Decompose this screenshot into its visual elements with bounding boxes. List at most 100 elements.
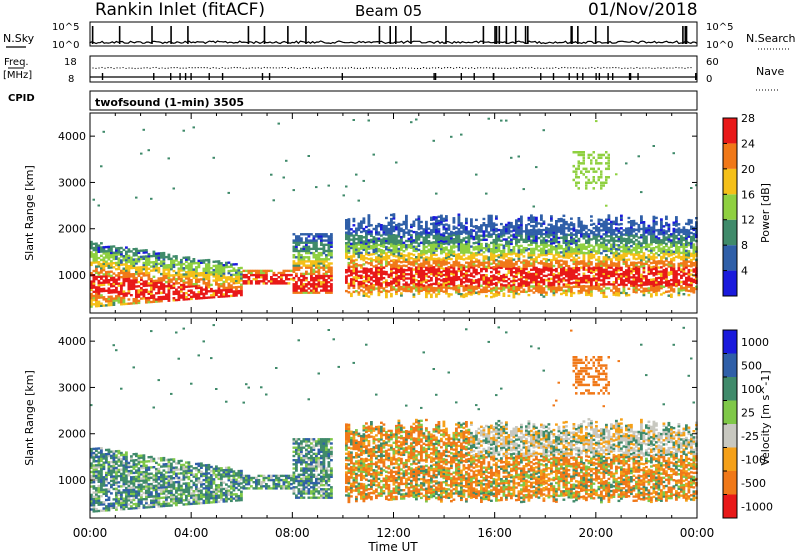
heat-cell [595, 266, 598, 270]
heat-cell [570, 259, 573, 262]
heat-cell [622, 229, 626, 232]
heat-cell [620, 291, 623, 295]
heat-cell [470, 218, 473, 221]
heat-cell [457, 240, 461, 243]
heat-cell [627, 277, 631, 280]
nave-dot [122, 66, 124, 69]
heat-cell [600, 222, 603, 226]
heat-cell [135, 285, 138, 288]
heat-cell [187, 285, 191, 288]
heat-cell [517, 265, 521, 269]
heat-cell [557, 276, 561, 279]
heat-cell [152, 281, 156, 285]
heat-cell [120, 298, 123, 302]
heat-cell [95, 277, 98, 281]
heat-cell [232, 267, 236, 270]
heat-cell [590, 281, 593, 285]
heat-cell [470, 235, 473, 238]
heat-cell [110, 245, 113, 248]
heat-cell [230, 280, 233, 283]
heat-cell [425, 258, 428, 261]
nave-dot [323, 67, 325, 69]
heat-cell [597, 285, 601, 288]
heat-cell [465, 244, 468, 248]
heat-cell [492, 276, 496, 279]
heat-cell [352, 278, 356, 281]
heat-cell [95, 275, 98, 279]
heat-cell [300, 291, 303, 294]
heat-cell [562, 289, 566, 292]
heat-cell [635, 245, 638, 248]
heat-cell [592, 235, 596, 238]
heat-cell [635, 253, 638, 256]
heat-cell [202, 269, 206, 273]
heat-cell [325, 283, 328, 286]
heat-cell [490, 248, 493, 251]
heat-cell [315, 258, 318, 261]
heat-cell [485, 284, 488, 287]
nave-dot [98, 67, 100, 69]
heat-cell [547, 240, 551, 243]
heat-cell [467, 290, 471, 294]
heat-cell [150, 282, 153, 285]
heat-cell [90, 303, 93, 306]
heat-cell [425, 274, 428, 278]
heat-cell [322, 279, 326, 282]
heat-cell [470, 251, 473, 255]
heat-cell [90, 242, 93, 246]
heat-cell [555, 276, 558, 279]
heat-cell [610, 235, 613, 238]
heat-cell [590, 292, 593, 295]
heat-cell [447, 261, 451, 265]
heat-cell [90, 272, 93, 275]
heat-cell [292, 279, 296, 282]
heat-cell [277, 122, 280, 125]
heat-cell [375, 270, 378, 274]
heat-cell [405, 283, 408, 286]
heat-cell [167, 293, 171, 296]
heat-cell [535, 218, 538, 222]
heat-cell [565, 250, 568, 253]
heat-cell [310, 276, 313, 280]
heat-cell [302, 262, 306, 265]
heat-cell [422, 230, 426, 233]
heat-cell [640, 250, 643, 254]
heat-cell [240, 283, 243, 286]
nave-dot [335, 67, 338, 69]
heat-cell [435, 257, 438, 261]
heat-cell [550, 265, 553, 268]
heat-cell [570, 271, 573, 274]
heat-cell [125, 258, 128, 262]
heat-cell [620, 275, 623, 278]
heat-cell [382, 231, 386, 234]
heat-cell [400, 240, 403, 243]
heat-cell [450, 239, 453, 242]
heat-cell [95, 261, 98, 264]
heat-cell [482, 222, 486, 225]
heat-cell [392, 263, 396, 266]
heat-cell [467, 247, 471, 250]
heat-cell [402, 260, 406, 263]
heat-cell [617, 229, 621, 232]
heat-cell [205, 277, 208, 281]
heat-cell [160, 277, 163, 280]
heat-cell [600, 252, 603, 255]
heat-cell [347, 224, 351, 227]
heat-cell [592, 268, 596, 271]
heat-cell [270, 173, 273, 176]
heat-cell [157, 296, 161, 299]
heat-cell [520, 225, 523, 229]
heat-cell [545, 278, 548, 282]
nsky-line [89, 40, 698, 45]
heat-cell [525, 247, 528, 250]
heat-cell [212, 293, 216, 297]
heat-cell [390, 226, 393, 229]
heat-cell [610, 289, 613, 292]
heat-cell [447, 293, 451, 296]
heat-cell [402, 256, 406, 259]
heat-cell [507, 259, 511, 262]
heat-cell [540, 249, 543, 253]
heat-cell [565, 270, 568, 274]
heat-cell [317, 256, 321, 259]
heat-cell [580, 285, 583, 288]
